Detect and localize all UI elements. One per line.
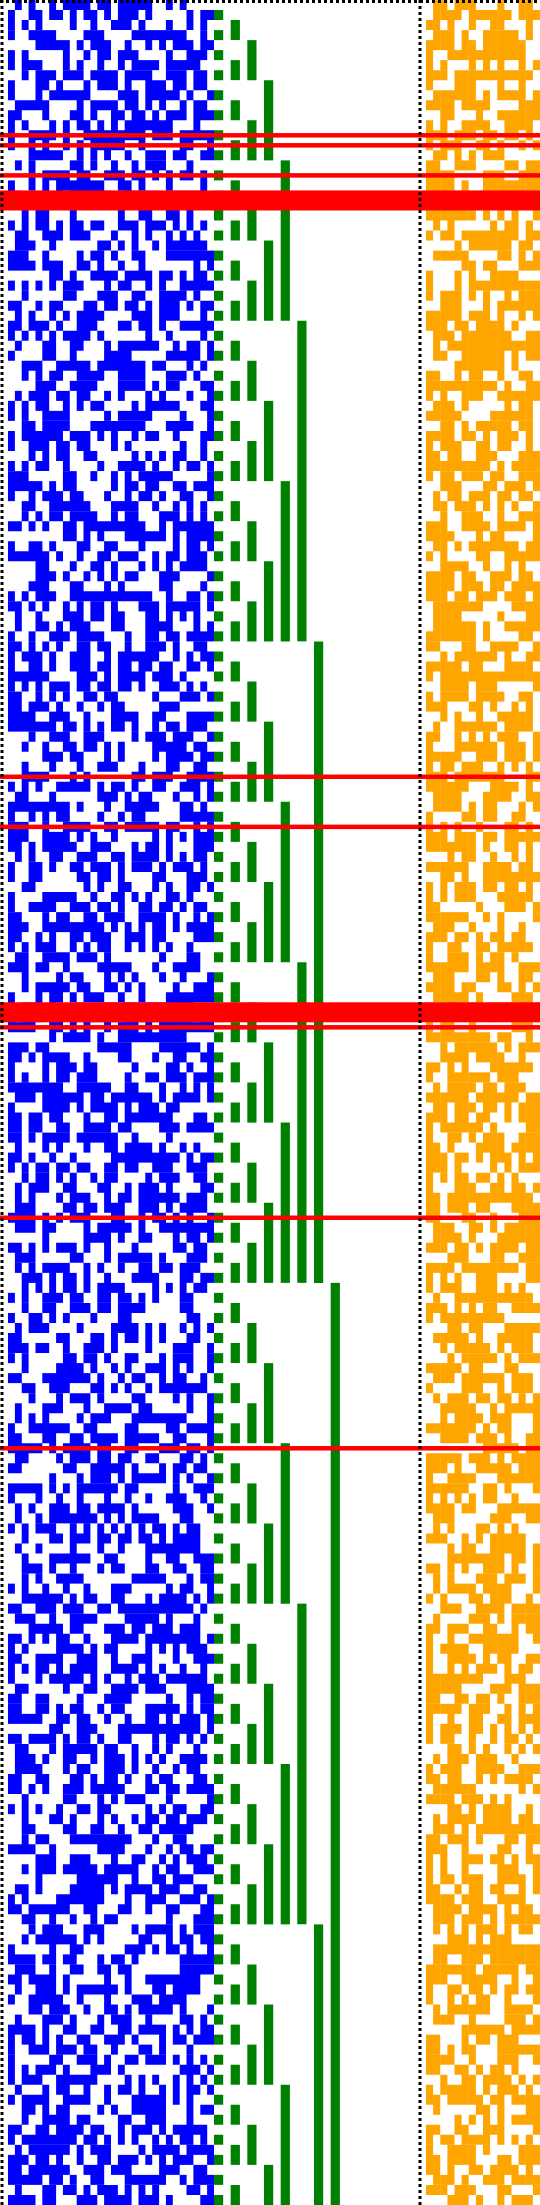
blue-noise-block [7, 0, 214, 2205]
highlight-row [0, 143, 540, 148]
highlight-row [0, 190, 540, 211]
highlight-row [0, 824, 540, 830]
orange-sparse-block [426, 0, 540, 2205]
highlight-row [0, 1025, 540, 1030]
highlight-row [0, 1446, 540, 1451]
highlight-row [0, 1215, 540, 1221]
counter-bars [214, 10, 340, 2205]
highlight-row [0, 133, 540, 138]
noise-cells [7, 0, 214, 2205]
red-highlight-rows [0, 133, 540, 1451]
highlight-row [0, 774, 540, 780]
highlight-row [0, 1002, 540, 1023]
highlight-row [0, 173, 540, 178]
sparse-cells [426, 0, 540, 2205]
green-counter-block [214, 10, 340, 2205]
